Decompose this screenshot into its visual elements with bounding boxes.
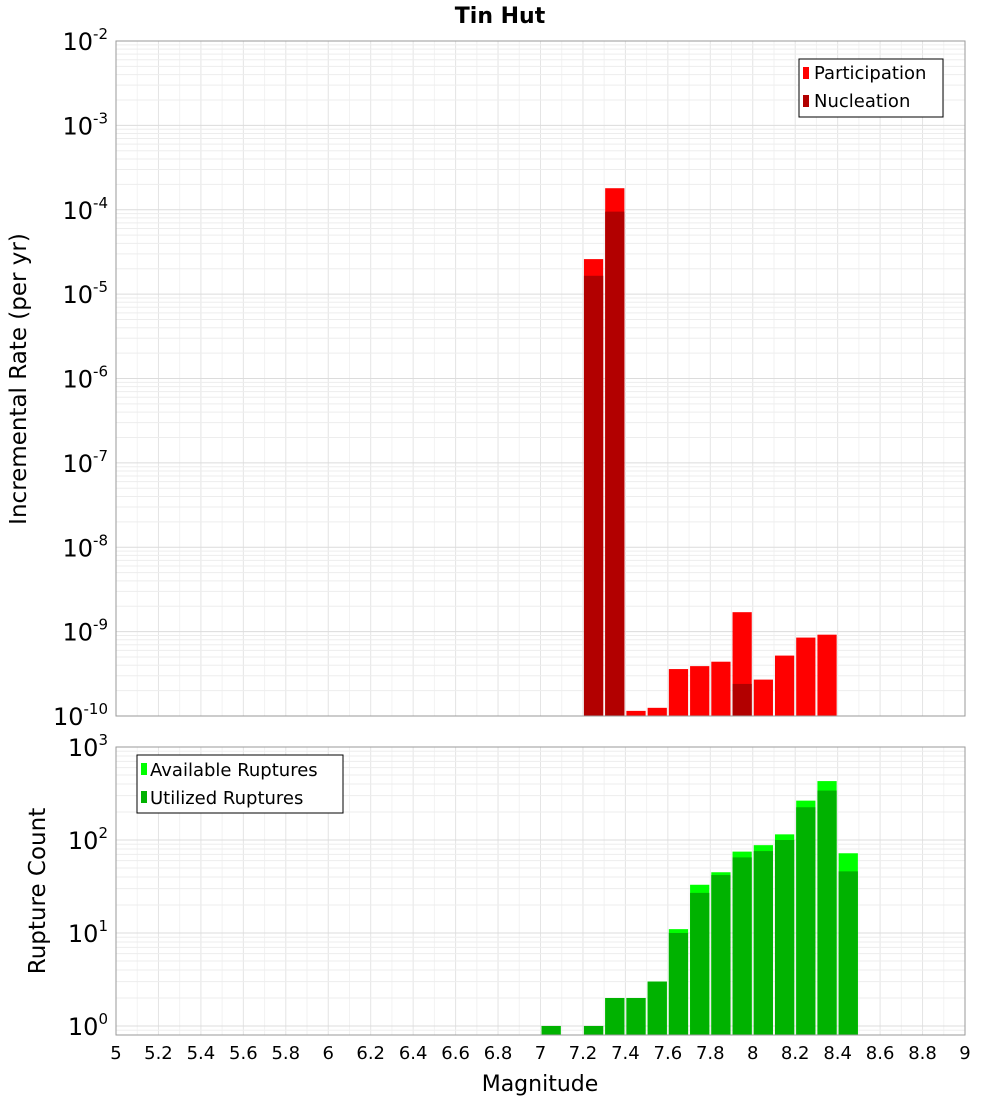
rate-bar-participation: [626, 710, 646, 716]
x-tick-label: 6.8: [484, 1043, 513, 1064]
rate-bar-participation: [690, 666, 710, 716]
x-tick-label: 8.8: [908, 1043, 937, 1064]
x-tick-label: 5: [110, 1043, 121, 1064]
rate-bar-participation: [774, 655, 795, 716]
count-legend-box: [136, 754, 344, 814]
count-bar-utilized-ruptures: [774, 839, 795, 1035]
count-bar-utilized-ruptures: [753, 851, 773, 1035]
x-tick-labels: 5 5.2 5.4 5.6 5.8 6 6.2 6.4 6.6 6.8 7 7.2 7.4 7.6 7.8 8…: [110, 1043, 970, 1064]
x-tick-label: 7.4: [611, 1043, 640, 1064]
y-tick-label: 10-7: [62, 447, 108, 478]
x-tick-label: 5.8: [271, 1043, 300, 1064]
y-tick-label: 100: [68, 1010, 108, 1041]
legend-swatch-available: [141, 763, 147, 775]
x-tick-label: 8: [747, 1043, 758, 1064]
rate-bar-participation: [647, 707, 667, 716]
rate-bar-participation: [668, 669, 689, 716]
x-tick-label: 5.6: [229, 1043, 258, 1064]
count-bar-utilized-ruptures: [583, 1025, 604, 1035]
y-tick-label: 102: [68, 824, 108, 855]
x-tick-label: 9: [959, 1043, 970, 1064]
rate-legend: Participation Nucleation: [798, 58, 944, 118]
rate-gridlines: [115, 40, 966, 717]
rate-bar-participation: [711, 661, 731, 716]
y-tick-label: 101: [68, 917, 108, 948]
count-legend: Available Ruptures Utilized Ruptures: [136, 754, 344, 814]
count-bar-utilized-ruptures: [626, 997, 646, 1035]
legend-label-nucleation: Nucleation: [814, 91, 910, 112]
count-bar-utilized-ruptures: [541, 1025, 561, 1035]
y-tick-label: 10-9: [62, 616, 108, 647]
rate-bar-nucleation: [583, 275, 604, 716]
x-tick-label: 7.8: [696, 1043, 725, 1064]
count-bar-utilized-ruptures: [647, 981, 667, 1035]
x-tick-label: 8.4: [823, 1043, 852, 1064]
x-tick-label: 8.6: [866, 1043, 895, 1064]
rate-bar-participation: [817, 634, 837, 716]
count-bar-utilized-ruptures: [817, 790, 837, 1035]
x-tick-label: 6.4: [399, 1043, 428, 1064]
chart-title: Tin Hut: [455, 4, 546, 29]
legend-swatch-nucleation: [803, 95, 809, 107]
count-bar-utilized-ruptures: [711, 875, 731, 1035]
rate-bar-participation: [753, 679, 773, 716]
x-tick-label: 7.2: [569, 1043, 598, 1064]
rate-legend-box: [798, 58, 944, 118]
y-tick-label: 103: [68, 731, 108, 762]
x-tick-label: 5.4: [187, 1043, 216, 1064]
count-bar-utilized-ruptures: [732, 857, 752, 1035]
rate-bar-nucleation: [732, 683, 752, 716]
count-bar-utilized-ruptures: [668, 932, 689, 1035]
rate-bar-nucleation: [605, 211, 625, 716]
count-plot: 103 102 101 100 Rupture Count Available Rup…: [25, 731, 966, 1041]
count-plot-frame: [115, 746, 966, 1036]
y-tick-label: 10-10: [53, 700, 108, 731]
y-tick-label: 10-4: [62, 194, 108, 225]
rate-y-tick-labels: 10-2 10-3 10-4 10-5 10-6 10-7 10-8 10-9 10-10: [53, 25, 108, 731]
rate-plot-frame: [115, 40, 966, 717]
x-tick-label: 8.2: [781, 1043, 810, 1064]
x-tick-label: 6.6: [441, 1043, 470, 1064]
count-bar-utilized-ruptures: [690, 892, 710, 1035]
rate-bars: [583, 188, 837, 717]
x-tick-label: 6: [323, 1043, 334, 1064]
legend-label-available: Available Ruptures: [150, 760, 318, 781]
legend-label-utilized: Utilized Ruptures: [150, 788, 303, 809]
legend-swatch-utilized: [141, 791, 147, 803]
legend-swatch-participation: [803, 67, 809, 79]
x-axis-label: Magnitude: [482, 1072, 599, 1097]
y-tick-label: 10-3: [62, 109, 108, 140]
x-tick-label: 7: [535, 1043, 546, 1064]
x-tick-label: 7.6: [654, 1043, 683, 1064]
legend-label-participation: Participation: [814, 63, 926, 84]
count-y-tick-labels: 103 102 101 100: [68, 731, 108, 1041]
count-bar-utilized-ruptures: [796, 807, 816, 1035]
count-bar-utilized-ruptures: [838, 871, 858, 1035]
count-bar-utilized-ruptures: [605, 997, 625, 1035]
y-tick-label: 10-8: [62, 531, 108, 562]
count-y-axis-label: Rupture Count: [25, 808, 51, 974]
x-tick-label: 5.2: [144, 1043, 173, 1064]
rate-y-axis-label: Incremental Rate (per yr): [6, 233, 32, 525]
rate-plot: 10-2 10-3 10-4 10-5 10-6 10-7 10-8 10-9 10-10 In…: [6, 25, 966, 731]
y-tick-label: 10-2: [62, 25, 108, 56]
count-bars: [541, 781, 858, 1035]
x-tick-label: 6.2: [356, 1043, 385, 1064]
y-tick-label: 10-5: [62, 278, 108, 309]
rate-bar-participation: [796, 637, 816, 716]
y-tick-label: 10-6: [62, 363, 108, 394]
